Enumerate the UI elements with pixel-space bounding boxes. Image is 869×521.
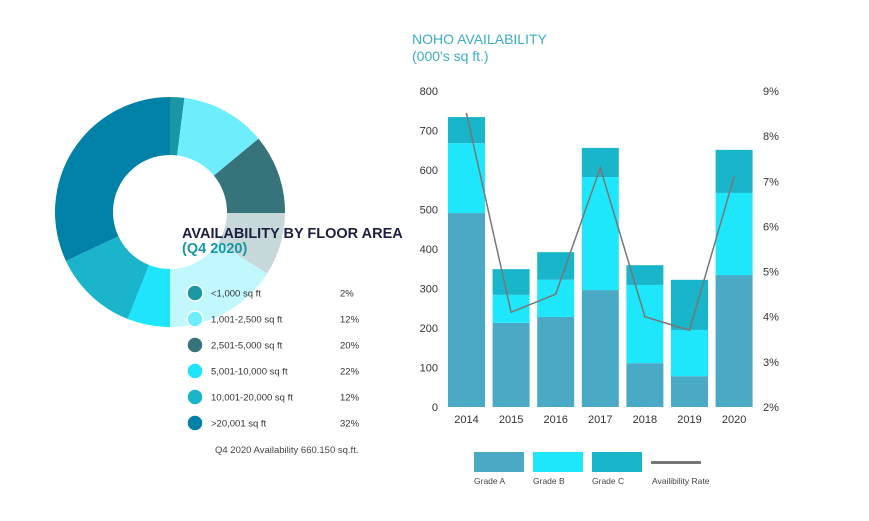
y2-tick-label: 8% xyxy=(763,131,779,143)
legend-swatch xyxy=(186,284,204,302)
rate-point xyxy=(510,311,512,314)
legend-swatch xyxy=(474,452,524,472)
y-tick-label: 100 xyxy=(420,363,438,375)
bar-segment xyxy=(448,117,485,144)
legend-swatch xyxy=(186,310,204,328)
donut-title: AVAILABILITY BY FLOOR AREA xyxy=(182,226,403,242)
bar-segment xyxy=(537,279,575,317)
bar-segment xyxy=(626,284,664,364)
y2-tick-label: 5% xyxy=(763,267,779,279)
legend-label: Grade A xyxy=(474,476,506,486)
y-tick-label: 300 xyxy=(420,284,438,296)
bar-segment xyxy=(671,329,708,377)
x-tick-label: 2014 xyxy=(454,414,478,426)
y-tick-label: 800 xyxy=(420,86,438,98)
bar-segment xyxy=(671,376,708,407)
legend-label: Availibility Rate xyxy=(652,476,710,486)
legend-label: 1,001-2,500 sq ft xyxy=(211,315,283,326)
bar-segment xyxy=(492,269,530,295)
bar-segment xyxy=(626,265,664,285)
y2-tick-label: 3% xyxy=(763,357,779,369)
legend-label: <1,000 sq ft xyxy=(211,289,261,300)
bar-segment xyxy=(626,363,664,407)
y-tick-label: 200 xyxy=(420,323,438,335)
rate-point xyxy=(465,112,468,115)
bar-segment xyxy=(715,192,753,276)
axes: 0 100 200 300 400 500 600 700 800 2% 3% 4% 5% 6% 7% 8% 9… xyxy=(420,86,779,426)
bar-segment xyxy=(715,149,753,193)
rate-point xyxy=(688,329,691,332)
y-tick-label: 400 xyxy=(420,244,438,256)
y2-tick-label: 2% xyxy=(763,402,779,414)
donut-legend: <1,000 sq ft 2% 1,001-2,500 sq ft 12% 2,501-… xyxy=(186,284,360,432)
y2-tick-label: 4% xyxy=(763,312,779,324)
legend-overlay xyxy=(170,213,290,331)
bars xyxy=(448,117,753,407)
legend-swatch xyxy=(186,414,204,432)
bar-segment xyxy=(492,322,530,407)
legend-value: 12% xyxy=(340,393,360,404)
legend-label: 10,001-20,000 sq ft xyxy=(211,393,293,404)
legend-value: 20% xyxy=(340,341,360,352)
legend-swatch xyxy=(533,452,583,472)
y-tick-label: 0 xyxy=(432,402,438,414)
legend-label: 2,501-5,000 sq ft xyxy=(211,341,283,352)
legend-swatch xyxy=(186,362,204,380)
x-tick-label: 2020 xyxy=(722,414,746,426)
bar-segment xyxy=(537,252,575,280)
donut-note: Q4 2020 Availability 660.150 sq.ft. xyxy=(215,445,358,456)
bar-title: NOHO AVAILABILITY xyxy=(412,31,548,47)
bar-segment xyxy=(581,177,619,291)
legend-value: 32% xyxy=(340,419,360,430)
bar-segment xyxy=(448,213,485,407)
bar-segment xyxy=(581,147,619,178)
y2-tick-label: 9% xyxy=(763,86,779,98)
legend-value: 22% xyxy=(340,367,360,378)
y-tick-label: 700 xyxy=(420,126,438,138)
y-tick-label: 600 xyxy=(420,165,438,177)
legend-label: Grade B xyxy=(533,476,565,486)
legend-swatch xyxy=(186,388,204,406)
y2-tick-label: 7% xyxy=(763,176,779,188)
bar-segment xyxy=(448,143,485,214)
rate-line xyxy=(465,112,735,332)
donut-slice xyxy=(54,97,170,261)
legend-label: 5,001-10,000 sq ft xyxy=(211,367,288,378)
bar-legend: Grade A Grade B Grade C Availibility Rate xyxy=(474,452,710,486)
legend-swatch xyxy=(186,336,204,354)
donut-slice xyxy=(65,236,150,319)
rate-point xyxy=(599,166,602,169)
legend-label: Grade C xyxy=(592,476,624,486)
x-tick-label: 2018 xyxy=(633,414,657,426)
rate-point xyxy=(733,175,735,178)
bar-segment xyxy=(715,275,753,407)
y2-tick-label: 6% xyxy=(763,221,779,233)
legend-line-swatch xyxy=(651,461,701,464)
rate-point xyxy=(554,293,557,295)
donut-subtitle: (Q4 2020) xyxy=(182,241,247,257)
donut-slice xyxy=(177,97,259,176)
donut-slice xyxy=(170,97,185,156)
bar-subtitle: (000's sq ft.) xyxy=(412,48,489,64)
legend-label: >20,001 sq ft xyxy=(211,419,267,430)
x-tick-label: 2015 xyxy=(499,414,523,426)
legend-swatch xyxy=(592,452,642,472)
bar-segment xyxy=(581,290,619,407)
rate-point xyxy=(644,315,646,318)
x-tick-label: 2019 xyxy=(677,414,701,426)
legend-value: 12% xyxy=(340,315,360,326)
x-tick-label: 2017 xyxy=(588,414,612,426)
bar-segment xyxy=(537,316,575,407)
y-tick-label: 500 xyxy=(420,205,438,217)
legend-value: 2% xyxy=(340,289,354,300)
x-tick-label: 2016 xyxy=(543,414,567,426)
